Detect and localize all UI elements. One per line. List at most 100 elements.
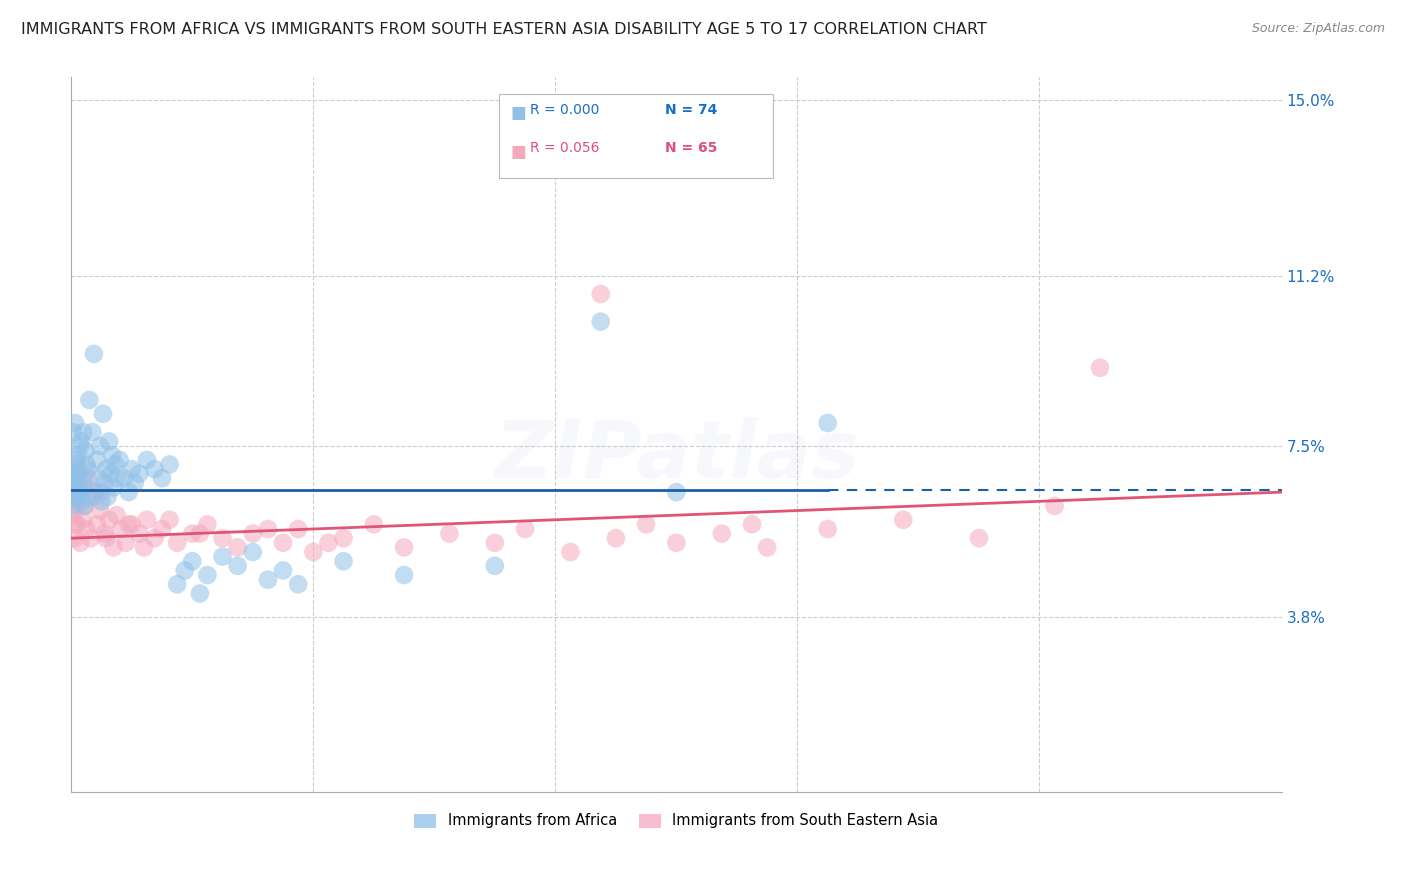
Point: [75, 522, 97, 536]
Point: [86, 517, 108, 532]
Point: [79, 392, 101, 407]
Point: [66, 490, 89, 504]
Point: [63, 531, 86, 545]
Point: [63, 517, 86, 532]
Point: [69, 439, 91, 453]
Point: [756, 541, 779, 555]
Point: [98, 434, 121, 449]
Point: [1088, 360, 1111, 375]
Text: R = 0.000: R = 0.000: [530, 103, 599, 117]
Point: [63, 467, 86, 481]
Point: [197, 517, 219, 532]
Point: [60, 499, 83, 513]
Point: [70, 481, 93, 495]
Point: [128, 526, 150, 541]
Point: [96, 490, 118, 504]
Point: [89, 439, 111, 453]
Point: [98, 513, 121, 527]
Point: [143, 531, 166, 545]
Point: [128, 467, 150, 481]
Point: [62, 490, 84, 504]
Point: [242, 526, 264, 541]
Point: [84, 485, 107, 500]
Point: [75, 443, 97, 458]
Point: [65, 475, 87, 490]
Point: [65, 458, 87, 472]
Point: [1043, 499, 1066, 513]
Point: [67, 462, 90, 476]
Point: [69, 536, 91, 550]
Point: [118, 485, 141, 500]
Point: [513, 522, 536, 536]
Point: [197, 568, 219, 582]
Point: [287, 577, 309, 591]
Point: [67, 467, 90, 481]
Point: [173, 564, 195, 578]
Point: [83, 347, 105, 361]
Point: [73, 499, 96, 513]
Point: [103, 481, 125, 495]
Point: [363, 517, 385, 532]
Point: [166, 536, 188, 550]
Point: [332, 531, 354, 545]
Point: [63, 490, 86, 504]
Point: [114, 536, 136, 550]
Text: Source: ZipAtlas.com: Source: ZipAtlas.com: [1251, 22, 1385, 36]
Point: [104, 458, 127, 472]
Point: [226, 541, 249, 555]
Point: [118, 517, 141, 532]
Point: [560, 545, 582, 559]
Point: [121, 517, 143, 532]
Point: [77, 471, 100, 485]
Point: [188, 586, 211, 600]
Point: [181, 554, 204, 568]
Point: [817, 522, 839, 536]
Point: [891, 513, 914, 527]
Point: [90, 485, 112, 500]
Point: [105, 471, 128, 485]
Point: [77, 462, 100, 476]
Point: [159, 458, 181, 472]
Point: [817, 416, 839, 430]
Point: [211, 531, 233, 545]
Point: [101, 448, 124, 462]
Point: [392, 568, 415, 582]
Point: [66, 517, 89, 532]
Text: N = 65: N = 65: [665, 141, 717, 155]
Point: [181, 526, 204, 541]
Point: [69, 485, 91, 500]
Point: [710, 526, 733, 541]
Point: [143, 462, 166, 476]
Point: [91, 407, 114, 421]
Point: [665, 485, 688, 500]
Point: [605, 531, 627, 545]
Point: [62, 485, 84, 500]
Point: [150, 471, 173, 485]
Point: [166, 577, 188, 591]
Point: [318, 536, 340, 550]
Point: [271, 536, 294, 550]
Point: [73, 499, 96, 513]
Point: [226, 558, 249, 573]
Point: [65, 453, 87, 467]
Point: [589, 315, 612, 329]
Text: IMMIGRANTS FROM AFRICA VS IMMIGRANTS FROM SOUTH EASTERN ASIA DISABILITY AGE 5 TO: IMMIGRANTS FROM AFRICA VS IMMIGRANTS FRO…: [21, 22, 987, 37]
Point: [105, 508, 128, 523]
Point: [302, 545, 325, 559]
Point: [75, 458, 97, 472]
Point: [82, 425, 104, 440]
Point: [132, 541, 155, 555]
Point: [89, 503, 111, 517]
Point: [62, 508, 84, 523]
Point: [271, 564, 294, 578]
Text: R = 0.056: R = 0.056: [530, 141, 599, 155]
Point: [94, 462, 117, 476]
Point: [741, 517, 763, 532]
Point: [211, 549, 233, 564]
Point: [72, 513, 94, 527]
Text: N = 74: N = 74: [665, 103, 717, 117]
Point: [103, 541, 125, 555]
Point: [62, 485, 84, 500]
Point: [63, 416, 86, 430]
Point: [967, 531, 990, 545]
